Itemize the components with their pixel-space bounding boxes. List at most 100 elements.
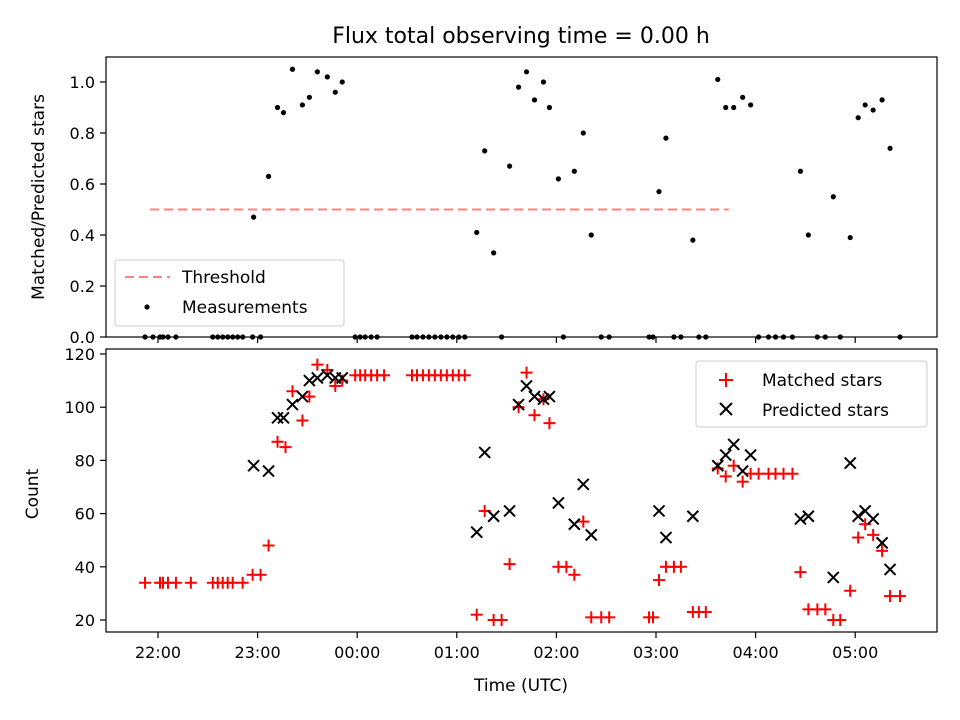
- x-tick-label: 04:00: [733, 643, 779, 662]
- matched-star-point: [794, 566, 807, 579]
- bottom-y-tick-label: 40: [75, 558, 95, 577]
- matched-star-point: [711, 462, 724, 475]
- matched-star-point: [528, 409, 541, 422]
- measurement-point: [220, 334, 226, 340]
- measurement-point: [830, 194, 836, 200]
- matched-stars-points: [139, 358, 907, 626]
- predicted-star-point: [528, 390, 541, 403]
- predicted-star-point: [286, 398, 299, 411]
- top-y-tick-label: 0.6: [70, 175, 95, 194]
- measurement-point: [414, 334, 420, 340]
- measurement-point: [847, 234, 853, 241]
- matched-star-point: [279, 441, 292, 454]
- matched-star-point: [834, 614, 847, 626]
- bottom-y-tick-label: 60: [75, 505, 95, 524]
- measurement-point: [450, 334, 456, 340]
- predicted-star-point: [336, 371, 349, 385]
- measurement-point: [142, 334, 148, 340]
- legend-matched-swatch: [719, 373, 733, 387]
- measurement-point: [571, 168, 577, 174]
- measurement-point: [357, 334, 363, 340]
- x-tick-label: 03:00: [633, 643, 679, 662]
- matched-star-point: [719, 470, 732, 483]
- matched-star-point: [894, 590, 907, 603]
- measurement-point: [887, 145, 893, 151]
- measurement-point: [772, 334, 779, 340]
- measurement-point: [862, 102, 868, 108]
- measurement-point: [444, 334, 450, 340]
- matched-star-point: [819, 603, 832, 616]
- predicted-star-point: [321, 369, 334, 382]
- top-legend-box: [114, 259, 345, 327]
- legend-threshold-label: Threshold: [181, 268, 266, 288]
- measurement-point: [606, 334, 612, 340]
- measurement-point: [678, 334, 684, 340]
- measurement-point: [420, 334, 426, 340]
- bottom-axes-frame: [105, 348, 938, 633]
- predicted-star-point: [744, 448, 757, 462]
- matched-star-point: [647, 611, 660, 624]
- measurement-point: [805, 232, 811, 238]
- top-y-tick-label: 0.2: [70, 277, 95, 296]
- x-tick-label: 01:00: [434, 643, 480, 662]
- measurement-point: [780, 334, 787, 340]
- bottom-x-ticks: 22:00 23:00 00:00 01:00 02:00 03:00 04:00 05:00: [135, 632, 878, 662]
- matched-star-point: [844, 584, 857, 597]
- measurement-point: [225, 334, 231, 340]
- matched-star-point: [577, 515, 590, 528]
- predicted-star-point: [303, 374, 316, 387]
- measurement-point: [314, 69, 320, 75]
- matched-star-point: [458, 369, 471, 382]
- bottom-y-tick-label: 80: [75, 451, 95, 470]
- x-tick-label: 23:00: [235, 643, 281, 662]
- measurement-point: [531, 97, 538, 103]
- measurement-point: [555, 176, 561, 182]
- matched-star-point: [674, 560, 687, 573]
- matched-star-point: [184, 576, 197, 589]
- measurement-point: [368, 334, 374, 340]
- measurement-point: [814, 334, 820, 340]
- matched-star-point: [512, 401, 525, 414]
- predicted-star-point: [866, 512, 880, 526]
- matched-star-point: [786, 467, 799, 480]
- measurement-point: [580, 130, 586, 136]
- measurement-point: [409, 334, 415, 340]
- matched-star-point: [520, 366, 533, 379]
- bottom-legend-box: [695, 360, 928, 428]
- measurement-point: [257, 334, 264, 340]
- measurement-point: [731, 104, 737, 111]
- predicted-star-point: [844, 456, 857, 470]
- matched-star-point: [560, 560, 573, 573]
- predicted-star-point: [659, 531, 673, 544]
- predicted-star-point: [652, 504, 666, 518]
- legend-predicted-label: Predicted stars: [762, 401, 889, 421]
- matched-star-point: [503, 558, 516, 571]
- x-axis-label: Time (UTC): [473, 676, 568, 696]
- predicted-star-point: [478, 446, 491, 459]
- matched-star-point: [286, 385, 299, 398]
- measurement-point: [165, 334, 171, 340]
- matched-star-point: [296, 414, 309, 427]
- measurement-point: [822, 334, 828, 340]
- measurement-point: [280, 110, 287, 116]
- matched-star-point: [378, 369, 391, 382]
- measurement-point: [870, 107, 876, 113]
- predicted-star-point: [827, 571, 840, 584]
- measurement-point: [299, 102, 306, 108]
- measurement-point: [240, 334, 246, 340]
- legend-measurements-label: Measurements: [182, 298, 308, 318]
- measurement-point: [748, 102, 754, 108]
- measurement-point: [703, 334, 709, 340]
- bottom-y-ticks: 20 40 60 80 100 120: [64, 345, 106, 630]
- measurement-point: [765, 334, 772, 340]
- matched-star-point: [303, 390, 316, 403]
- measurement-point: [235, 334, 241, 340]
- measurement-point: [215, 334, 221, 340]
- measurement-point: [306, 94, 312, 100]
- measurement-point: [797, 168, 804, 174]
- measurement-point: [332, 89, 338, 95]
- matched-star-point: [568, 568, 581, 581]
- top-y-axis-label: Matched/Predicted stars: [29, 94, 49, 300]
- measurement-point: [251, 214, 257, 220]
- matched-star-point: [736, 475, 749, 488]
